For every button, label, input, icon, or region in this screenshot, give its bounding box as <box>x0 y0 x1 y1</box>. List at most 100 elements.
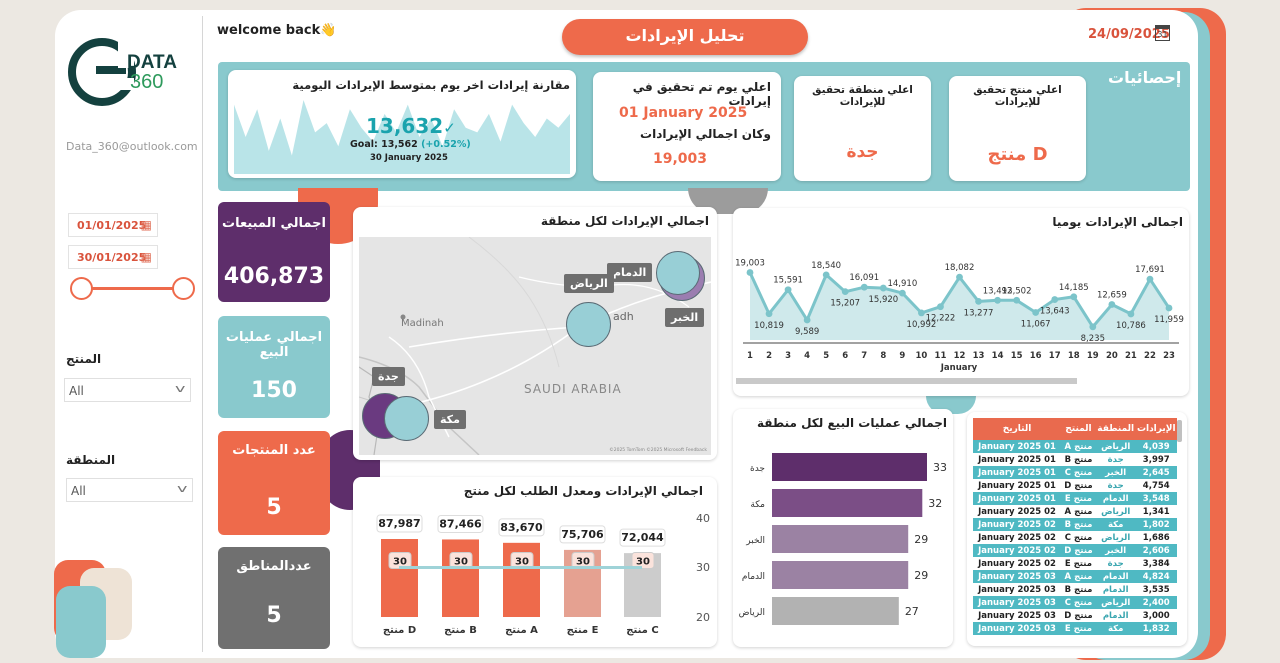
table-row[interactable]: 3,997 جدة منتج B 01 January 2025 <box>973 453 1177 466</box>
data-point <box>1013 296 1021 304</box>
table-row[interactable]: 4,039 الرياض منتج A 01 January 2025 <box>973 440 1177 453</box>
y2-tick-label: 20 <box>696 611 710 624</box>
cell-date: 03 January 2025 <box>973 583 1062 596</box>
table-header-product[interactable]: المنتج <box>1061 418 1096 440</box>
data-point <box>1089 323 1097 331</box>
product-filter-dropdown[interactable]: All v <box>64 378 191 402</box>
comparison-goal-text: Goal: 13,562 <box>350 139 418 150</box>
table-row[interactable]: 3,535 الدمام منتج B 03 January 2025 <box>973 583 1177 596</box>
daily-revenue-card: اجمالى الإيرادات يوميا 19,003 1 10,819 2 15,… <box>733 208 1189 396</box>
table-scrollbar[interactable] <box>1177 420 1182 442</box>
cell-date: 03 January 2025 <box>973 622 1062 635</box>
table-row[interactable]: 2,645 الخبر منتج C 01 January 2025 <box>973 466 1177 479</box>
date-slider-track[interactable] <box>80 287 183 290</box>
data-point <box>860 283 868 291</box>
date-to-input[interactable]: 30/01/2025 ▦ <box>68 245 158 269</box>
product-bar <box>381 539 418 617</box>
table-header-revenue[interactable]: الإيرادات <box>1135 418 1177 440</box>
cell-product: منتج D <box>1061 544 1096 557</box>
data-point <box>975 297 982 305</box>
date-slider-handle-start[interactable] <box>70 277 93 300</box>
cell-region: الرياض <box>1095 440 1136 453</box>
table-row[interactable]: 1,832 مكة منتج E 03 January 2025 <box>973 622 1177 635</box>
table-row[interactable]: 1,341 الرياض منتج A 02 January 2025 <box>973 505 1177 518</box>
bubble-makkah[interactable] <box>384 396 429 441</box>
product-revenue-title: اجمالي الإيرادات ومعدل الطلب لكل منتج <box>463 484 703 498</box>
table-row[interactable]: 1,802 مكة منتج B 02 January 2025 <box>973 518 1177 531</box>
cell-product: منتج D <box>1061 609 1096 622</box>
data-point <box>803 316 811 324</box>
value-label: 33 <box>933 461 947 474</box>
rate-label: 30 <box>454 557 468 568</box>
table-row[interactable]: 4,754 جدة منتج D 01 January 2025 <box>973 479 1177 492</box>
comparison-sparkline <box>234 100 570 174</box>
daily-revenue-scrollbar[interactable] <box>736 378 1077 384</box>
product-revenue-card: اجمالي الإيرادات ومعدل الطلب لكل منتج 40… <box>353 477 717 647</box>
category-label: منتج A <box>505 625 538 636</box>
data-label: 13,277 <box>964 308 994 318</box>
cell-date: 03 January 2025 <box>973 609 1062 622</box>
total-ops-tile: اجمالي عمليات البيع 150 <box>218 316 330 418</box>
data-point <box>1127 310 1135 318</box>
cell-date: 01 January 2025 <box>973 492 1062 505</box>
x-axis-label: January <box>940 363 978 373</box>
date-from-input[interactable]: 01/01/2025 ▦ <box>68 213 158 237</box>
cell-date: 01 January 2025 <box>973 440 1062 453</box>
table-row[interactable]: 1,686 الرياض منتج C 02 January 2025 <box>973 531 1177 544</box>
cell-product: منتج E <box>1061 622 1096 635</box>
comparison-value: 13,632✓ <box>366 114 456 138</box>
table-row[interactable]: 3,384 جدة منتج E 02 January 2025 <box>973 557 1177 570</box>
label-makkah: مكة <box>434 410 466 429</box>
x-tick-label: 6 <box>842 351 848 361</box>
top-day-title: اعلي يوم تم تحقيق في إيرادات <box>632 80 771 108</box>
region-bar <box>772 489 923 517</box>
x-tick-label: 9 <box>899 351 905 361</box>
cell-revenue: 3,384 <box>1135 557 1177 570</box>
calendar-icon: ▦ <box>140 250 152 264</box>
cell-region: الرياض <box>1095 505 1136 518</box>
data-label: 14,910 <box>887 279 917 289</box>
region-filter-value: All <box>71 484 86 498</box>
comparison-goal: Goal: 13,562 (+0.52%) <box>350 139 471 150</box>
bubble-riyadh[interactable] <box>566 302 611 347</box>
label-jeddah: جدة <box>372 367 405 386</box>
region-filter-dropdown[interactable]: All v <box>66 478 193 502</box>
table-row[interactable]: 3,548 الدمام منتج E 01 January 2025 <box>973 492 1177 505</box>
daily-revenue-title: اجمالى الإيرادات يوميا <box>1052 215 1183 229</box>
region-map[interactable]: Madinah SAUDI ARABIA adh الدمام الرياض ا… <box>359 237 711 455</box>
table-row[interactable]: 3,000 الدمام منتج D 03 January 2025 <box>973 609 1177 622</box>
data-label: 9,589 <box>795 327 819 337</box>
sparkline-area <box>234 100 570 174</box>
x-tick-label: 11 <box>935 351 947 361</box>
table-header-region[interactable]: المنطقة <box>1095 418 1136 440</box>
date-slider-handle-end[interactable] <box>172 277 195 300</box>
x-tick-label: 10 <box>915 351 927 361</box>
logo: DATA 360 <box>68 38 188 108</box>
table-header-date[interactable]: التاريخ <box>973 418 1062 440</box>
x-tick-label: 19 <box>1087 351 1099 361</box>
data-label: 15,920 <box>868 295 898 305</box>
table-row[interactable]: 4,824 الدمام منتج A 03 January 2025 <box>973 570 1177 583</box>
cell-region: مكة <box>1095 518 1136 531</box>
bubble-dammam-2[interactable] <box>656 251 700 295</box>
region-bar <box>772 453 927 481</box>
products-count-value: 5 <box>266 495 282 520</box>
top-day-date: 01 January 2025 <box>619 105 748 121</box>
x-tick-label: 13 <box>973 351 985 361</box>
table-row[interactable]: 2,606 الخبر منتج D 02 January 2025 <box>973 544 1177 557</box>
welcome-text: welcome back👋 <box>217 23 337 38</box>
y2-tick-label: 40 <box>696 512 710 525</box>
product-filter-label: المنتج <box>66 352 102 366</box>
comparison-date: 30 January 2025 <box>370 153 448 163</box>
x-tick-label: 22 <box>1144 351 1156 361</box>
table-row[interactable]: 2,400 الرياض منتج C 03 January 2025 <box>973 596 1177 609</box>
data-point <box>822 271 830 279</box>
category-label: الرياض <box>739 608 765 618</box>
cell-product: منتج B <box>1061 583 1096 596</box>
region-filter-label: المنطقة <box>66 453 116 467</box>
logo-text-bottom: 360 <box>130 71 164 93</box>
transactions-table-card: الإيرادات المنطقة المنتج التاريخ 4,039 ال… <box>967 412 1187 646</box>
top-product-value: D منتج <box>987 144 1048 165</box>
cell-region: الدمام <box>1095 492 1136 505</box>
value-label: 75,706 <box>561 528 604 541</box>
